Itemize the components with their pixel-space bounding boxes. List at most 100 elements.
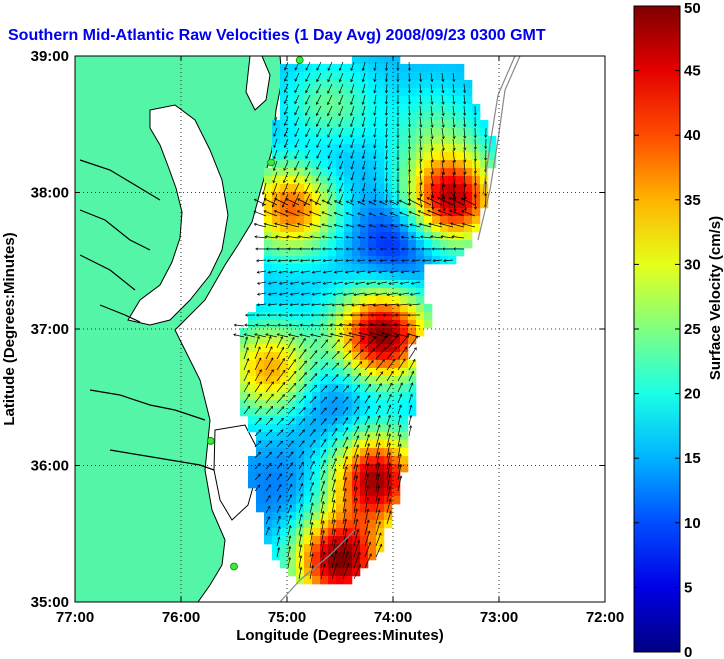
velocity-arrowhead [361,303,365,307]
velocity-cell [320,336,329,345]
velocity-arrow [284,138,289,148]
velocity-arrowhead [399,393,403,397]
velocity-arrow [333,292,344,296]
velocity-arrowhead [473,135,477,139]
velocity-cell [376,56,385,65]
velocity-cell [456,72,465,81]
velocity-cell [464,136,473,145]
velocity-cell [248,384,257,393]
velocity-cell [424,232,433,241]
velocity-cell [336,296,345,305]
velocity-arrowhead [265,333,269,337]
velocity-arrow [362,171,366,181]
velocity-cell [456,216,465,225]
velocity-cell [472,112,481,121]
velocity-cell [272,328,281,337]
velocity-cell [296,544,305,553]
velocity-arrow [320,418,327,426]
velocity-cell [280,480,289,489]
velocity-cell [384,176,393,185]
velocity-arrow [265,336,272,349]
velocity-cell [464,88,473,97]
velocity-arrowhead [344,455,348,460]
velocity-arrowhead [431,206,435,210]
velocity-arrow [243,347,249,360]
velocity-arrowhead [441,101,445,105]
velocity-arrowhead [233,323,237,327]
velocity-cell [288,512,297,521]
velocity-arrowhead [409,415,413,419]
velocity-cell [408,136,417,145]
velocity-arrow [353,475,358,492]
velocity-cell [280,72,289,81]
velocity-arrowhead [407,198,411,202]
velocity-arrowhead [355,464,359,468]
velocity-arrowhead [392,358,396,362]
velocity-cell [288,240,297,249]
velocity-arrow [344,281,355,285]
velocity-cell [344,176,353,185]
velocity-arrow [316,61,322,71]
velocity-arrow [485,193,487,208]
velocity-arrow [430,149,433,163]
velocity-cell [264,288,273,297]
velocity-arrowhead [290,440,294,444]
velocity-cell [400,464,409,473]
velocity-cell [344,88,353,97]
velocity-cell [344,352,353,361]
velocity-arrowhead [452,79,456,83]
velocity-cell [312,144,321,153]
velocity-cell [456,80,465,89]
velocity-arrowhead [384,90,388,94]
velocity-arrow [294,105,300,115]
velocity-cell [400,88,409,97]
velocity-arrowhead [396,190,400,194]
velocity-arrow [287,348,296,360]
velocity-cell [312,304,321,313]
velocity-arrow [276,451,283,459]
velocity-arrow [276,418,284,426]
velocity-cell [328,504,337,513]
velocity-cell [392,104,401,113]
velocity-cell [304,240,313,249]
velocity-cell [424,144,433,153]
velocity-cell [272,208,281,217]
velocity-cell [392,320,401,329]
velocity-arrow [331,396,338,404]
velocity-cell [400,216,409,225]
velocity-arrow [342,373,350,382]
velocity-cell [328,480,337,489]
velocity-arrow [298,462,304,470]
velocity-arrow [419,72,422,82]
velocity-cell [392,96,401,105]
velocity-cell [464,112,473,121]
velocity-cell [368,504,377,513]
velocity-cell [304,488,313,497]
velocity-arrow [385,105,388,116]
velocity-cell [392,296,401,305]
velocity-arrow [418,210,432,217]
velocity-cell [400,448,409,457]
velocity-cell [360,472,369,481]
velocity-arrow [265,462,272,470]
velocity-arrow [397,475,402,492]
velocity-cell [440,72,449,81]
velocity-arrowhead [361,123,365,127]
velocity-arrowhead [289,270,293,274]
velocity-arrowhead [321,223,325,227]
velocity-cell [336,496,345,505]
velocity-cell [296,416,305,425]
velocity-cell [440,112,449,121]
velocity-arrowhead [393,332,397,336]
velocity-arrow [284,72,289,82]
velocity-arrowhead [333,235,337,239]
velocity-arrow [353,444,359,459]
velocity-cell [376,288,385,297]
velocity-cell [368,264,377,273]
velocity-cell [416,152,425,161]
velocity-arrow [430,72,433,82]
velocity-arrow [430,116,433,128]
velocity-arrow [401,259,410,262]
velocity-arrowhead [345,538,349,542]
